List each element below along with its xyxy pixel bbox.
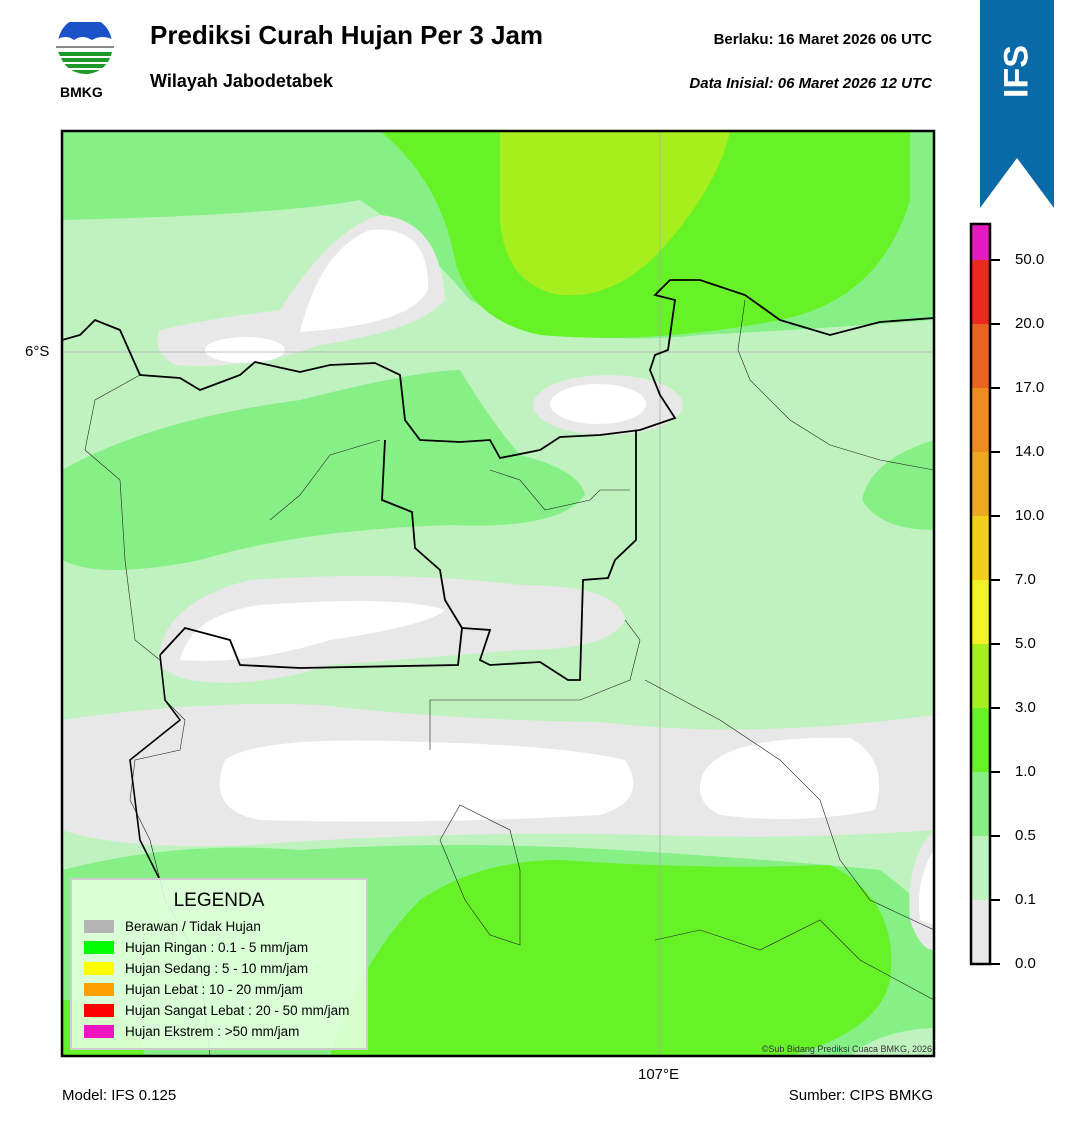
colorbar-segment [971, 388, 990, 452]
legend-swatch [84, 1004, 114, 1017]
legend-label: Berawan / Tidak Hujan [125, 919, 261, 934]
legend-label: Hujan Ringan : 0.1 - 5 mm/jam [125, 940, 309, 955]
colorbar-segment [971, 324, 990, 388]
colorbar-tick-label: 5.0 [1015, 635, 1036, 652]
colorbar-segment [971, 644, 990, 708]
coastline [62, 279, 934, 681]
colorbar-tick-label: 0.1 [1015, 891, 1036, 908]
colorbar-tick-label: 3.0 [1015, 699, 1036, 716]
map-frame [60, 129, 936, 1058]
legend-item: Hujan Ekstrem : >50 mm/jam [84, 1021, 366, 1042]
colorbar-tick-label: 1.0 [1015, 763, 1036, 780]
colorbar-tick-label: 50.0 [1015, 251, 1045, 268]
legend-item: Hujan Lebat : 10 - 20 mm/jam [84, 979, 366, 1000]
admin-boundaries [84, 299, 934, 1056]
legend-swatch [84, 1025, 114, 1038]
zone-05-mid [62, 370, 585, 570]
colorbar-tick-label: 7.0 [1015, 571, 1036, 588]
colorbar-segment [971, 580, 990, 644]
legend-swatch [84, 920, 114, 933]
colorbar-segment [971, 836, 990, 900]
region-subtitle: Wilayah Jabodetabek [150, 71, 333, 91]
logo-text: BMKG [60, 84, 103, 100]
lon-label: 107°E [638, 1066, 680, 1083]
legend-item: Hujan Sedang : 5 - 10 mm/jam [84, 958, 366, 979]
legend-label: Hujan Sangat Lebat : 20 - 50 mm/jam [125, 1003, 350, 1018]
legend-item: Hujan Ringan : 0.1 - 5 mm/jam [84, 937, 366, 958]
colorbar-tick-label: 10.0 [1015, 507, 1045, 524]
zone-1-south [330, 860, 892, 1056]
ifs-badge: IFS [980, 0, 1054, 208]
colorbar-tick-label: 0.0 [1015, 955, 1036, 972]
initial-data-time: Data Inisial: 06 Maret 2026 12 UTC [689, 75, 932, 92]
colorbar-segment [971, 224, 990, 260]
legend-label: Hujan Ekstrem : >50 mm/jam [125, 1024, 300, 1039]
legend-swatch [84, 983, 114, 996]
colorbar-tick-label: 0.5 [1015, 827, 1036, 844]
colorbar-segment [971, 260, 990, 324]
lat-label: 6°S [25, 343, 50, 360]
colorbar-segment [971, 452, 990, 516]
colorbar-segment [971, 772, 990, 836]
bmkg-logo [56, 22, 114, 75]
colorbar-tick-label: 17.0 [1015, 379, 1045, 396]
colorbar-tick-label: 14.0 [1015, 443, 1045, 460]
legend-swatch [84, 962, 114, 975]
legend-title: LEGENDA [173, 890, 265, 911]
legend-item: Berawan / Tidak Hujan [84, 916, 366, 937]
source-label: Sumber: CIPS BMKG [788, 1087, 933, 1104]
valid-time: Berlaku: 16 Maret 2026 06 UTC [713, 31, 932, 48]
colorbar-segment [971, 900, 990, 964]
copyright: ©Sub Bidang Prediksi Cuaca BMKG, 2026 [761, 1044, 932, 1054]
model-label: Model: IFS 0.125 [62, 1087, 177, 1104]
colorbar [969, 222, 1000, 966]
zone-clear-nw [300, 229, 429, 332]
legend-label: Hujan Sedang : 5 - 10 mm/jam [125, 961, 309, 976]
zone-3-north [500, 131, 730, 296]
colorbar-segment [971, 516, 990, 580]
colorbar-tick-label: 20.0 [1015, 315, 1045, 332]
colorbar-frame [969, 222, 992, 966]
legend-swatch [84, 941, 114, 954]
legend-label: Hujan Lebat : 10 - 20 mm/jam [125, 982, 303, 997]
zone-none-mid [158, 576, 625, 683]
legend: LEGENDA Berawan / Tidak Hujan Hujan Ringa… [70, 878, 368, 1050]
legend-item: Hujan Sangat Lebat : 20 - 50 mm/jam [84, 1000, 366, 1021]
page-title: Prediksi Curah Hujan Per 3 Jam [150, 20, 544, 50]
colorbar-segment [971, 708, 990, 772]
